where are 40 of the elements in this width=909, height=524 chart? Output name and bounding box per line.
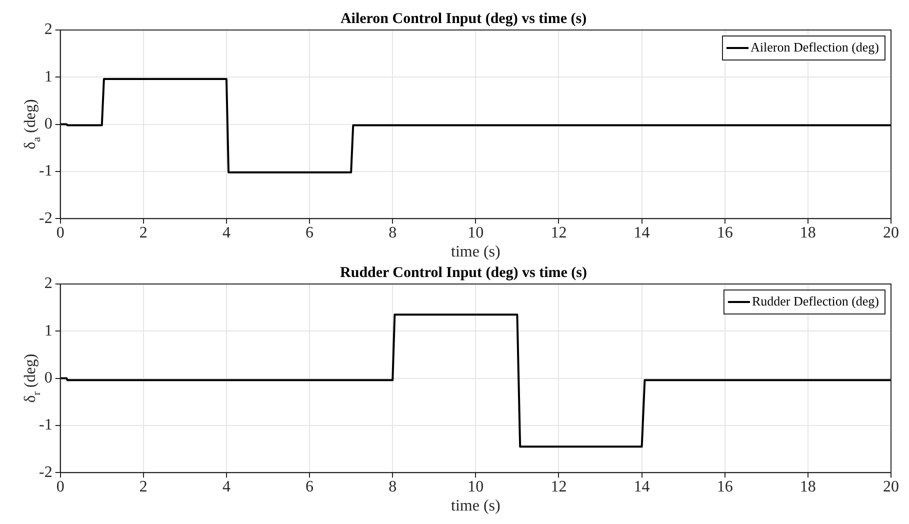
x-tick-label: 20 bbox=[883, 478, 899, 496]
legend-label: Aileron Deflection (deg) bbox=[750, 39, 880, 54]
x-tick-label: 0 bbox=[56, 478, 64, 496]
legend-label: Rudder Deflection (deg) bbox=[752, 293, 879, 308]
x-tick-label: 8 bbox=[388, 478, 397, 496]
x-axis-title: time (s) bbox=[451, 244, 500, 261]
y-axis-title: δa (deg) bbox=[22, 99, 43, 150]
x-tick-label: 14 bbox=[634, 478, 650, 496]
x-tick-label: 16 bbox=[716, 478, 733, 496]
x-tick-label: 10 bbox=[468, 224, 484, 242]
y-tick-label: -1 bbox=[39, 416, 52, 434]
y-tick-label: -1 bbox=[39, 162, 52, 180]
y-tick-label: 0 bbox=[44, 116, 52, 133]
y-tick-label: -2 bbox=[39, 464, 52, 481]
x-tick-label: 6 bbox=[306, 478, 314, 496]
x-tick-label: 16 bbox=[716, 224, 733, 242]
chart-title: Aileron Control Input (deg) vs time (s) bbox=[340, 10, 587, 27]
x-axis-title: time (s) bbox=[451, 498, 500, 515]
chart-title: Rudder Control Input (deg) vs time (s) bbox=[340, 264, 587, 281]
y-tick-label: 2 bbox=[44, 21, 52, 38]
x-tick-label: 18 bbox=[800, 224, 816, 242]
y-tick-label: 2 bbox=[44, 275, 52, 292]
y-tick-label: 1 bbox=[44, 68, 52, 86]
x-tick-label: 20 bbox=[883, 224, 899, 242]
x-tick-label: 12 bbox=[550, 224, 567, 242]
x-tick-label: 8 bbox=[388, 224, 397, 242]
x-tick-label: 4 bbox=[222, 478, 230, 496]
x-tick-label: 4 bbox=[222, 224, 230, 242]
x-tick-label: 6 bbox=[306, 224, 314, 242]
y-axis-title: δr (deg) bbox=[22, 354, 43, 403]
x-tick-label: 0 bbox=[56, 224, 64, 242]
y-tick-label: 1 bbox=[44, 322, 52, 340]
x-tick-label: 10 bbox=[468, 478, 484, 496]
x-tick-label: 12 bbox=[550, 478, 567, 496]
x-tick-label: 14 bbox=[634, 224, 650, 242]
y-tick-label: 0 bbox=[44, 370, 52, 387]
x-tick-label: 18 bbox=[800, 478, 816, 496]
x-tick-label: 2 bbox=[139, 224, 148, 242]
y-tick-label: -2 bbox=[39, 210, 52, 227]
x-tick-label: 2 bbox=[139, 478, 148, 496]
